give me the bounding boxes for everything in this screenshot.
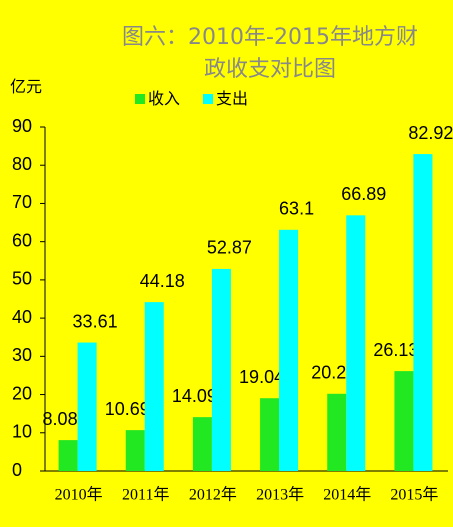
value-label: 82.92 <box>408 123 453 143</box>
chart-title: 政收支对比图 <box>204 57 336 82</box>
legend-label: 支出 <box>216 90 248 108</box>
value-label: 66.89 <box>341 184 386 204</box>
chart-title: 图六：2010年-2015年地方财 <box>122 25 418 50</box>
value-label: 8.08 <box>43 409 78 429</box>
bar <box>58 440 78 471</box>
bar <box>279 229 299 471</box>
y-axis-label: 亿元 <box>10 78 42 96</box>
x-tick-label: 2010年 <box>55 486 103 504</box>
legend-swatch <box>135 94 145 104</box>
value-label: 26.13 <box>373 340 418 360</box>
bar <box>346 215 366 471</box>
y-tick-label: 30 <box>12 345 32 365</box>
y-tick-label: 10 <box>12 422 32 442</box>
value-label: 14.09 <box>172 386 217 406</box>
bar <box>192 417 212 471</box>
bar <box>77 342 97 471</box>
x-tick-label: 2012年 <box>189 486 237 504</box>
y-tick-label: 40 <box>12 307 32 327</box>
y-tick-label: 60 <box>12 230 32 250</box>
bar <box>394 371 414 471</box>
bar <box>125 430 145 471</box>
y-tick-label: 90 <box>12 116 32 136</box>
bar <box>211 268 231 471</box>
x-tick-label: 2015年 <box>390 486 438 504</box>
legend-swatch <box>203 94 213 104</box>
value-label: 33.61 <box>73 311 118 331</box>
value-label: 20.2 <box>311 363 346 383</box>
value-label: 10.69 <box>105 399 150 419</box>
value-label: 44.18 <box>140 271 185 291</box>
y-tick-label: 20 <box>12 383 32 403</box>
y-tick-label: 50 <box>12 269 32 289</box>
bar <box>327 393 347 471</box>
bar <box>260 398 280 471</box>
y-tick-label: 80 <box>12 154 32 174</box>
value-label: 19.04 <box>239 367 284 387</box>
legend-label: 收入 <box>148 90 180 108</box>
bar <box>144 302 164 471</box>
value-label: 52.87 <box>207 238 252 258</box>
x-tick-label: 2011年 <box>122 486 169 504</box>
bar <box>413 154 433 471</box>
value-label: 63.1 <box>279 199 314 219</box>
y-tick-label: 70 <box>12 192 32 212</box>
y-tick-label: 0 <box>12 460 22 480</box>
x-tick-label: 2014年 <box>323 486 371 504</box>
x-tick-label: 2013年 <box>256 486 304 504</box>
